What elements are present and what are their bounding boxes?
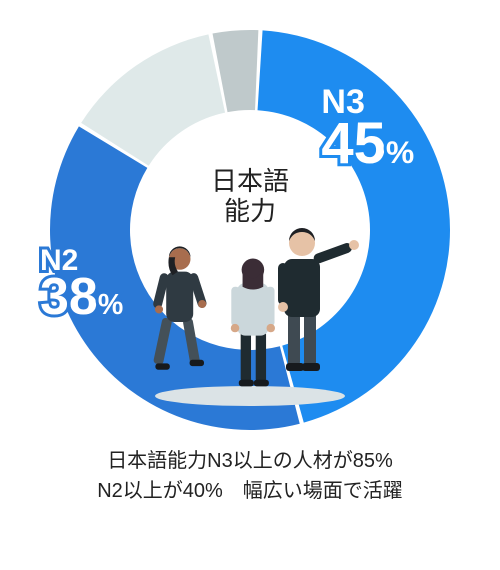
caption: 日本語能力N3以上の人材が85% N2以上が40% 幅広い場面で活躍 xyxy=(0,446,500,506)
slice-label-N2: N238% xyxy=(40,247,123,321)
person-woman-left-walking xyxy=(152,247,207,370)
caption-line1: 日本語能力N3以上の人材が85% xyxy=(0,446,500,476)
caption-line2: N2以上が40% 幅広い場面で活躍 xyxy=(0,476,500,506)
people-illustration xyxy=(140,196,360,406)
slice-label-N3: N345% xyxy=(321,87,414,170)
person-man-right-arm-up xyxy=(278,228,359,371)
person-woman-center-back xyxy=(231,259,275,387)
donut-chart: 日本語 能力 N345%N238% xyxy=(40,20,460,440)
center-title-line1: 日本語 xyxy=(211,166,289,196)
